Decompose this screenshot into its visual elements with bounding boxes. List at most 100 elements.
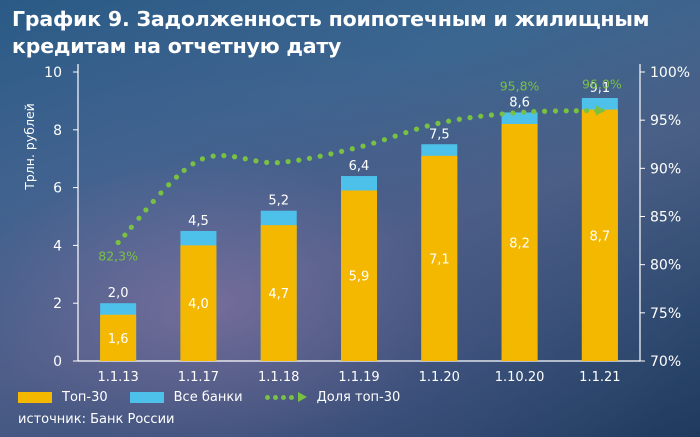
legend: Топ-30 Все банки Доля топ-30 bbox=[18, 388, 422, 406]
share-dot bbox=[143, 207, 149, 213]
share-dot bbox=[456, 116, 462, 122]
data-label-all-banks: 4,5 bbox=[188, 214, 209, 229]
y-axis-label: Трлн. рублей bbox=[22, 103, 37, 191]
legend-dot bbox=[272, 394, 278, 400]
share-dot bbox=[296, 157, 302, 163]
bars bbox=[100, 98, 618, 362]
bar-top30 bbox=[180, 245, 217, 361]
share-dot bbox=[158, 190, 164, 196]
share-dot bbox=[221, 153, 227, 159]
legend-swatch-all bbox=[129, 391, 164, 403]
x-tick-label: 1.1.21 bbox=[579, 370, 620, 385]
data-label-top30: 7,1 bbox=[429, 252, 450, 267]
y2-tick-label: 80% bbox=[650, 258, 681, 274]
share-dot bbox=[199, 156, 206, 162]
y2-tick-label: 85% bbox=[650, 210, 681, 226]
data-label-all-banks: 5,2 bbox=[268, 194, 289, 209]
legend-label-top30: Топ-30 bbox=[62, 389, 108, 405]
share-dot bbox=[521, 109, 527, 115]
y-tick-label: 10 bbox=[44, 65, 62, 81]
share-dot bbox=[253, 158, 259, 164]
legend-dots-icon bbox=[264, 392, 307, 402]
y2-tick-label: 70% bbox=[650, 354, 681, 370]
axes: 0 2 4 6 8 10 70% 75% 80% 85% 90% 95% 100% Трлн. рубле… bbox=[22, 64, 690, 385]
bar-top30 bbox=[581, 109, 618, 361]
x-tick-label: 1.10.20 bbox=[495, 370, 545, 385]
bar-top30 bbox=[260, 225, 297, 361]
legend-dot bbox=[264, 394, 270, 400]
share-dot bbox=[467, 115, 473, 121]
data-label-all-banks: 2,0 bbox=[108, 286, 129, 301]
share-dot bbox=[190, 161, 196, 167]
share-dot bbox=[349, 146, 355, 152]
data-label-top30: 1,6 bbox=[108, 332, 129, 347]
share-dot bbox=[274, 160, 280, 166]
share-dot bbox=[115, 239, 121, 246]
x-tick-label: 1.1.17 bbox=[178, 370, 219, 385]
share-dot bbox=[542, 108, 548, 114]
bar-top30 bbox=[501, 124, 538, 362]
data-label-all-banks: 6,4 bbox=[349, 159, 370, 174]
legend-dot bbox=[280, 394, 286, 400]
share-annotation: 95,8% bbox=[500, 78, 540, 93]
share-dot bbox=[264, 159, 270, 166]
y-tick-label: 6 bbox=[53, 181, 62, 197]
x-tick-label: 1.1.18 bbox=[258, 370, 299, 385]
share-dot bbox=[328, 151, 334, 157]
legend-item-share: Доля топ-30 bbox=[264, 389, 401, 405]
share-dot bbox=[552, 108, 559, 114]
share-dot bbox=[563, 108, 569, 114]
y-tick-label: 2 bbox=[53, 296, 62, 312]
data-label-top30: 8,7 bbox=[590, 229, 611, 244]
share-dot bbox=[573, 108, 579, 114]
bar-top30 bbox=[421, 155, 458, 361]
share-dot bbox=[499, 111, 505, 117]
legend-item-all: Все банки bbox=[129, 390, 243, 405]
share-dot bbox=[173, 174, 180, 180]
bar-top30 bbox=[341, 190, 377, 361]
share-dot bbox=[371, 140, 377, 146]
share-dot bbox=[231, 154, 238, 160]
data-label-all-banks: 9,1 bbox=[590, 81, 611, 96]
legend-arrow-icon bbox=[297, 392, 307, 402]
legend-item-top30: Топ-30 bbox=[18, 390, 108, 405]
share-dot bbox=[242, 156, 248, 162]
share-dot bbox=[531, 109, 537, 115]
share-dot bbox=[181, 167, 187, 173]
share-dot bbox=[413, 126, 420, 132]
y2-tick-label: 75% bbox=[650, 306, 681, 322]
y2-tick-label: 95% bbox=[650, 113, 681, 129]
share-dot bbox=[360, 143, 366, 149]
share-dot bbox=[403, 129, 409, 136]
legend-dot bbox=[288, 394, 294, 400]
share-dot bbox=[128, 224, 134, 230]
share-dot bbox=[339, 148, 345, 154]
share-annotation: 82,3% bbox=[98, 249, 138, 264]
share-dot bbox=[122, 232, 128, 238]
y-tick-label: 0 bbox=[53, 354, 62, 370]
data-label-top30: 5,9 bbox=[349, 270, 370, 285]
share-dot bbox=[392, 133, 398, 139]
share-dot bbox=[210, 153, 216, 159]
share-dot bbox=[285, 158, 291, 165]
data-labels: 2,0 1,6 4,5 4,0 5,2 4,7 6,4 5,9 7,5 7,1 8,6 8,2 9,1 8… bbox=[98, 77, 622, 347]
share-dot bbox=[488, 112, 495, 118]
share-dot bbox=[478, 113, 484, 119]
y-tick-label: 4 bbox=[53, 238, 62, 254]
share-dot bbox=[306, 155, 313, 161]
data-label-all-banks: 7,5 bbox=[429, 127, 450, 142]
y2-tick-label: 100% bbox=[650, 65, 690, 81]
share-annotation: 96,0% bbox=[582, 77, 622, 92]
legend-label-share: Доля топ-30 bbox=[316, 389, 401, 405]
share-dot bbox=[510, 110, 516, 116]
chart-title: График 9. Задолженность поипотечным и жи… bbox=[12, 7, 650, 58]
share-dot bbox=[381, 137, 388, 143]
x-tick-label: 1.1.19 bbox=[338, 370, 379, 385]
data-label-top30: 4,7 bbox=[268, 287, 289, 302]
x-tick-label: 1.1.13 bbox=[97, 370, 138, 385]
legend-swatch-top30 bbox=[18, 391, 52, 403]
bar-top30 bbox=[100, 314, 137, 361]
y2-tick-label: 90% bbox=[650, 161, 681, 177]
share-dot bbox=[446, 118, 452, 124]
